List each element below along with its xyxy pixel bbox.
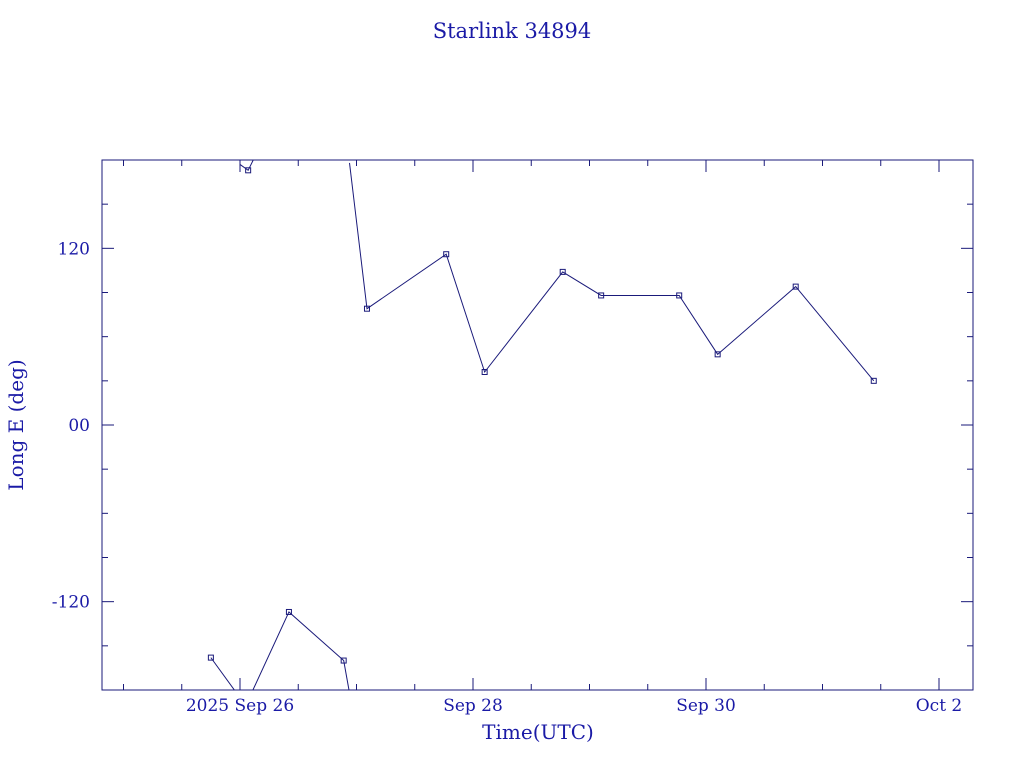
data-point bbox=[714, 351, 721, 358]
series-line bbox=[239, 160, 254, 172]
data-point bbox=[676, 292, 683, 299]
y-tick-label: -120 bbox=[52, 593, 90, 613]
series-line bbox=[349, 162, 875, 382]
data-point bbox=[870, 377, 877, 384]
series-line bbox=[210, 611, 350, 690]
x-axis-label: Time(UTC) bbox=[482, 720, 594, 744]
x-tick-label: Sep 28 bbox=[443, 696, 503, 716]
x-tick-labels: 2025 Sep 26 Sep 28 Sep 30 Oct 2 bbox=[186, 696, 962, 716]
data-point bbox=[792, 283, 799, 290]
data-point bbox=[340, 657, 347, 664]
data-point bbox=[598, 292, 605, 299]
y-tick-labels: 120 00 -120 bbox=[52, 239, 90, 612]
x-tick-label: Oct 2 bbox=[916, 696, 963, 716]
data-point bbox=[481, 369, 488, 375]
data-point bbox=[245, 167, 252, 174]
data-point bbox=[207, 654, 214, 661]
chart-title: Starlink 34894 bbox=[433, 19, 592, 43]
plot-frame bbox=[101, 159, 974, 691]
y-axis-label: Long E (deg) bbox=[4, 359, 28, 490]
x-tick-label: 2025 Sep 26 bbox=[186, 696, 294, 716]
y-tick-label: 120 bbox=[58, 239, 90, 259]
data-point bbox=[285, 608, 292, 615]
data-point bbox=[443, 251, 450, 258]
y-tick-label: 00 bbox=[68, 416, 90, 436]
data-point bbox=[559, 268, 566, 275]
longitude-series bbox=[207, 160, 877, 690]
data-point bbox=[363, 305, 370, 312]
x-tick-label: Sep 30 bbox=[676, 696, 736, 716]
axis-ticks bbox=[102, 159, 973, 691]
